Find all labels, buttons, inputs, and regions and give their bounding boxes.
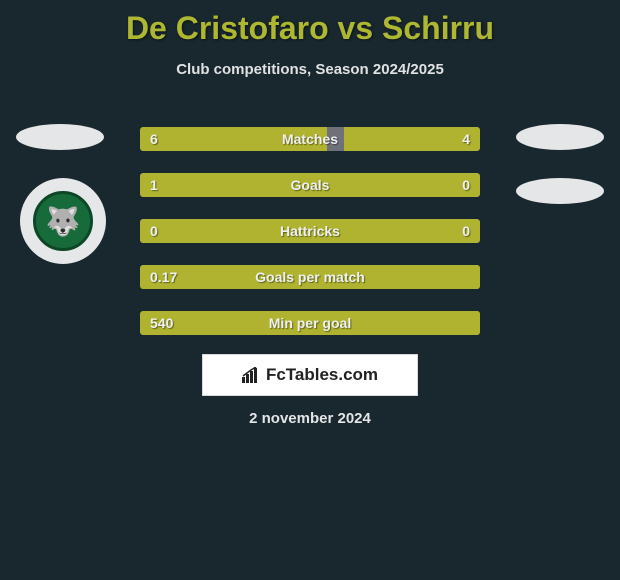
- badge-outer: 🐺: [20, 178, 106, 264]
- stat-left-bar: [140, 173, 398, 197]
- stat-right-bar: [344, 127, 480, 151]
- stat-left-bar: [140, 219, 310, 243]
- player-right-placeholder-2: [516, 178, 604, 204]
- comparison-card: De Cristofaro vs Schirru Club competitio…: [0, 0, 620, 580]
- brand-box: FcTables.com: [202, 354, 418, 396]
- stat-row-goals: 1 Goals 0: [140, 173, 480, 197]
- stat-left-bar: [140, 265, 480, 289]
- team-badge-left: 🐺: [20, 178, 106, 264]
- stat-row-hattricks: 0 Hattricks 0: [140, 219, 480, 243]
- brand-label: FcTables.com: [242, 365, 378, 385]
- stat-left-bar: [140, 127, 327, 151]
- date-label: 2 november 2024: [0, 410, 620, 427]
- stats-area: 6 Matches 4 1 Goals 0 0 Hattricks 0 0.17…: [140, 127, 480, 357]
- page-title: De Cristofaro vs Schirru: [0, 0, 620, 47]
- stat-right-bar: [310, 219, 480, 243]
- wolf-icon: 🐺: [46, 205, 81, 238]
- bar-chart-icon: [242, 367, 262, 383]
- player-right-placeholder-1: [516, 124, 604, 150]
- stat-right-bar: [398, 173, 480, 197]
- player-left-placeholder: [16, 124, 104, 150]
- subtitle: Club competitions, Season 2024/2025: [0, 61, 620, 78]
- stat-row-goals-per-match: 0.17 Goals per match: [140, 265, 480, 289]
- badge-inner: 🐺: [33, 191, 93, 251]
- stat-row-min-per-goal: 540 Min per goal: [140, 311, 480, 335]
- stat-row-matches: 6 Matches 4: [140, 127, 480, 151]
- brand-text: FcTables.com: [266, 365, 378, 385]
- stat-left-bar: [140, 311, 480, 335]
